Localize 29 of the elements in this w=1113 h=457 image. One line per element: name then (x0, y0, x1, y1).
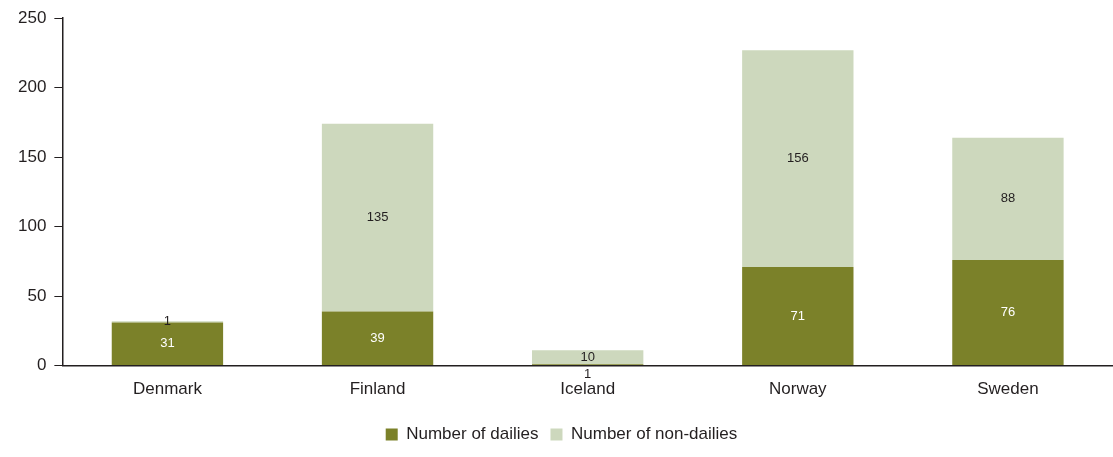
data-label: 88 (1000, 190, 1016, 206)
bar (742, 50, 854, 267)
x-tick-label: Denmark (132, 379, 203, 399)
y-tick-label: 50 (27, 285, 47, 305)
data-label: 135 (366, 209, 389, 225)
y-tick-label: 250 (17, 7, 47, 27)
x-tick-label: Finland (349, 379, 406, 399)
data-label: 156 (786, 150, 809, 166)
legend-label: Number of dailies (406, 424, 539, 444)
bar (321, 311, 434, 366)
x-tick-label: Sweden (977, 379, 1039, 399)
y-tick-label: 200 (17, 77, 47, 97)
data-label: 31 (160, 335, 175, 351)
data-label: 10 (580, 348, 595, 364)
legend-label: Number of non-dailies (570, 424, 738, 444)
bar (952, 137, 1064, 260)
y-tick-label: 150 (17, 146, 47, 166)
bar (321, 123, 434, 312)
y-tick-label: 100 (17, 216, 47, 236)
bar (952, 259, 1064, 366)
data-label: 76 (1000, 304, 1016, 320)
x-tick-label: Iceland (560, 379, 616, 399)
data-label: 1 (584, 365, 592, 381)
data-label: 71 (790, 307, 806, 323)
bar (742, 266, 854, 366)
y-tick-label: 0 (36, 355, 47, 375)
data-label: 39 (370, 329, 385, 345)
bar (532, 350, 644, 365)
x-tick-label: Norway (769, 379, 828, 399)
